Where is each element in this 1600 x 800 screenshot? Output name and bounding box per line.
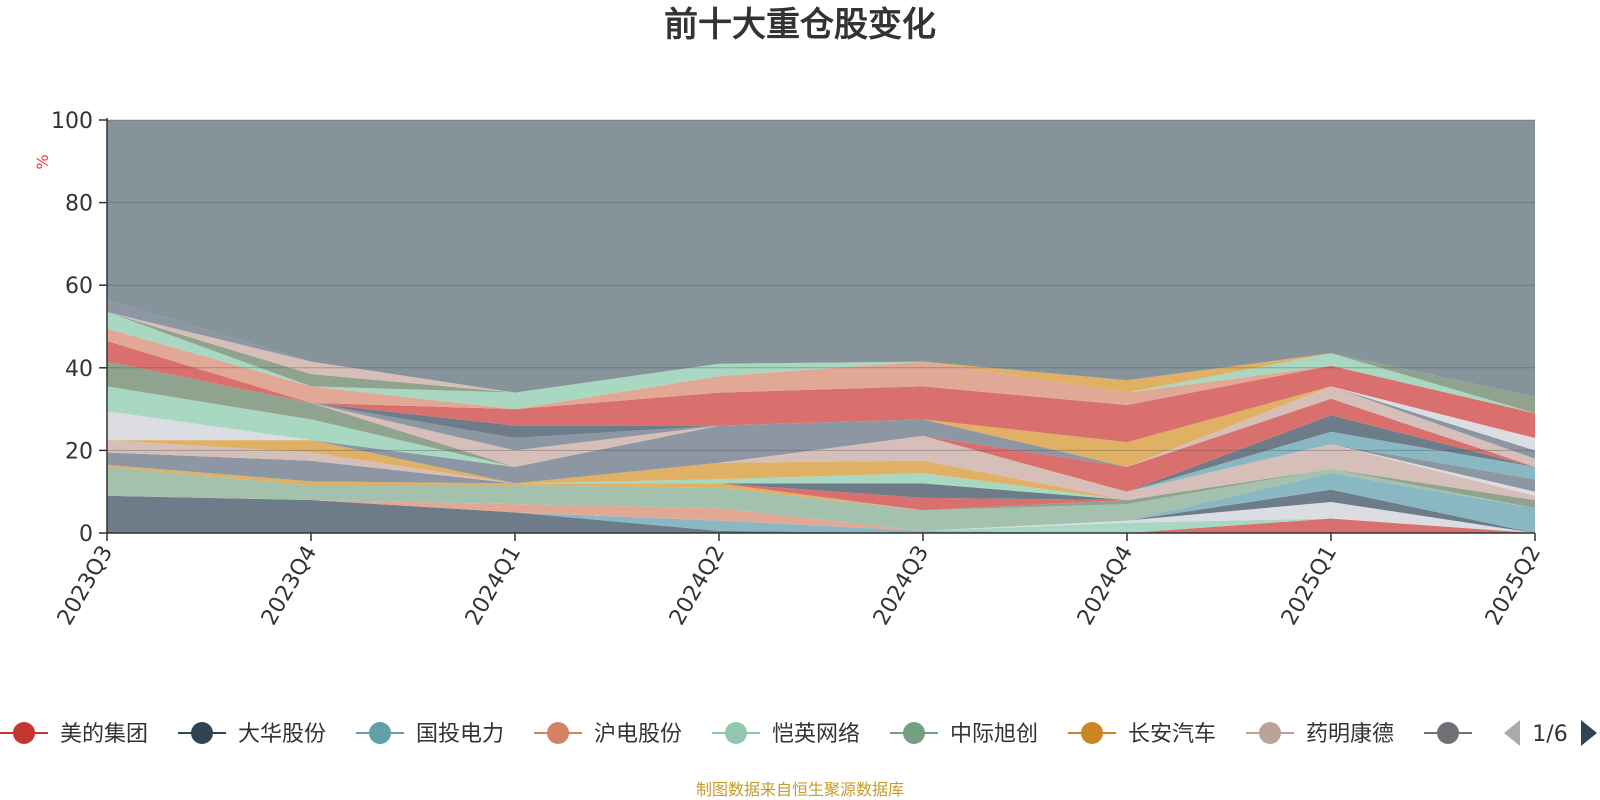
legend-items: 美的集团 大华股份 国投电力 沪电股份 恺英网络 中际旭创 长安汽车 药明康德 bbox=[0, 722, 1472, 747]
legend-label-0: 美的集团 bbox=[60, 722, 148, 747]
area-series-4 bbox=[107, 495, 1535, 533]
area-series-33 bbox=[107, 328, 1535, 414]
legend-item-6: 长安汽车 bbox=[1068, 722, 1216, 747]
area-series-layer bbox=[107, 120, 1535, 533]
x-tick-labels: 2023Q3 2023Q4 2024Q1 2024Q2 2024Q3 2024Q4 2025… bbox=[53, 542, 1546, 630]
legend-item-4: 恺英网络 bbox=[712, 722, 860, 747]
area-series-31 bbox=[107, 361, 1535, 443]
area-series-15 bbox=[107, 444, 1535, 500]
pager-prev-arrow-icon[interactable] bbox=[1504, 720, 1520, 746]
area-series-5 bbox=[107, 495, 1535, 533]
legend-item-1: 大华股份 bbox=[178, 722, 326, 747]
y-tick-label-5: 100 bbox=[51, 109, 93, 134]
legend-marker-5 bbox=[903, 722, 925, 744]
axes bbox=[99, 118, 1536, 541]
x-tick-label-5: 2024Q4 bbox=[1073, 542, 1138, 630]
pager-page-text: 1/6 bbox=[1532, 722, 1567, 747]
x-tick-label-0: 2023Q3 bbox=[53, 542, 118, 630]
grid-lines bbox=[107, 119, 1535, 451]
legend-item-8 bbox=[1424, 722, 1472, 744]
legend-label-4: 恺英网络 bbox=[772, 722, 860, 747]
legend-item-5: 中际旭创 bbox=[890, 722, 1038, 747]
area-series-30 bbox=[107, 361, 1535, 467]
legend-label-1: 大华股份 bbox=[238, 722, 326, 747]
y-tick-label-0: 0 bbox=[79, 522, 93, 547]
legend-marker-1 bbox=[191, 722, 213, 744]
area-series-18 bbox=[107, 435, 1535, 500]
area-series-8 bbox=[107, 466, 1535, 531]
area-series-23 bbox=[107, 398, 1535, 484]
y-tick-label-3: 60 bbox=[65, 274, 93, 299]
area-series-39 bbox=[107, 120, 1535, 397]
y-tick-label-2: 40 bbox=[65, 357, 93, 382]
legend-item-3: 沪电股份 bbox=[534, 722, 682, 747]
legend-marker-0 bbox=[13, 722, 35, 744]
legend-marker-7 bbox=[1259, 722, 1281, 744]
area-series-32 bbox=[107, 341, 1535, 443]
x-tick-label-1: 2023Q4 bbox=[257, 542, 322, 630]
legend-label-3: 沪电股份 bbox=[594, 722, 682, 747]
legend-label-7: 药明康德 bbox=[1306, 722, 1394, 747]
area-series-3 bbox=[107, 495, 1535, 533]
y-tick-label-1: 20 bbox=[65, 439, 93, 464]
area-series-2 bbox=[107, 495, 1535, 533]
area-series-36 bbox=[107, 312, 1535, 397]
y-tick-labels: 0 20 40 60 80 100 bbox=[51, 109, 93, 547]
x-tick-label-4: 2024Q3 bbox=[869, 542, 934, 630]
legend-label-2: 国投电力 bbox=[416, 722, 504, 747]
legend: 美的集团 大华股份 国投电力 沪电股份 恺英网络 中际旭创 长安汽车 药明康德 bbox=[0, 722, 1472, 747]
legend-marker-2 bbox=[369, 722, 391, 744]
area-series-13 bbox=[107, 464, 1535, 500]
y-axis-label: % bbox=[33, 154, 52, 169]
area-series-0 bbox=[107, 495, 1535, 533]
legend-marker-8 bbox=[1437, 722, 1459, 744]
pager-next-arrow-icon[interactable] bbox=[1581, 720, 1597, 746]
legend-pager: 1/6 bbox=[1504, 720, 1597, 747]
legend-label-5: 中际旭创 bbox=[950, 722, 1038, 747]
x-tick-label-6: 2025Q1 bbox=[1277, 542, 1342, 630]
area-series-19 bbox=[107, 435, 1535, 492]
area-series-27 bbox=[107, 361, 1535, 467]
x-tick-label-7: 2025Q2 bbox=[1481, 542, 1546, 630]
x-tick-label-2: 2024Q1 bbox=[461, 542, 526, 630]
legend-item-2: 国投电力 bbox=[356, 722, 504, 747]
x-tick-label-3: 2024Q2 bbox=[665, 542, 730, 630]
legend-label-6: 长安汽车 bbox=[1128, 722, 1216, 747]
legend-marker-3 bbox=[547, 722, 569, 744]
area-series-17 bbox=[107, 444, 1535, 500]
chart-title: 前十大重仓股变化 bbox=[664, 5, 936, 45]
area-series-14 bbox=[107, 444, 1535, 500]
legend-marker-4 bbox=[725, 722, 747, 744]
area-series-22 bbox=[107, 398, 1535, 492]
y-tick-label-4: 80 bbox=[65, 192, 93, 217]
legend-marker-6 bbox=[1081, 722, 1103, 744]
legend-item-0: 美的集团 bbox=[0, 722, 148, 747]
source-note: 制图数据来自恒生聚源数据库 bbox=[696, 780, 904, 799]
legend-item-7: 药明康德 bbox=[1246, 722, 1394, 747]
